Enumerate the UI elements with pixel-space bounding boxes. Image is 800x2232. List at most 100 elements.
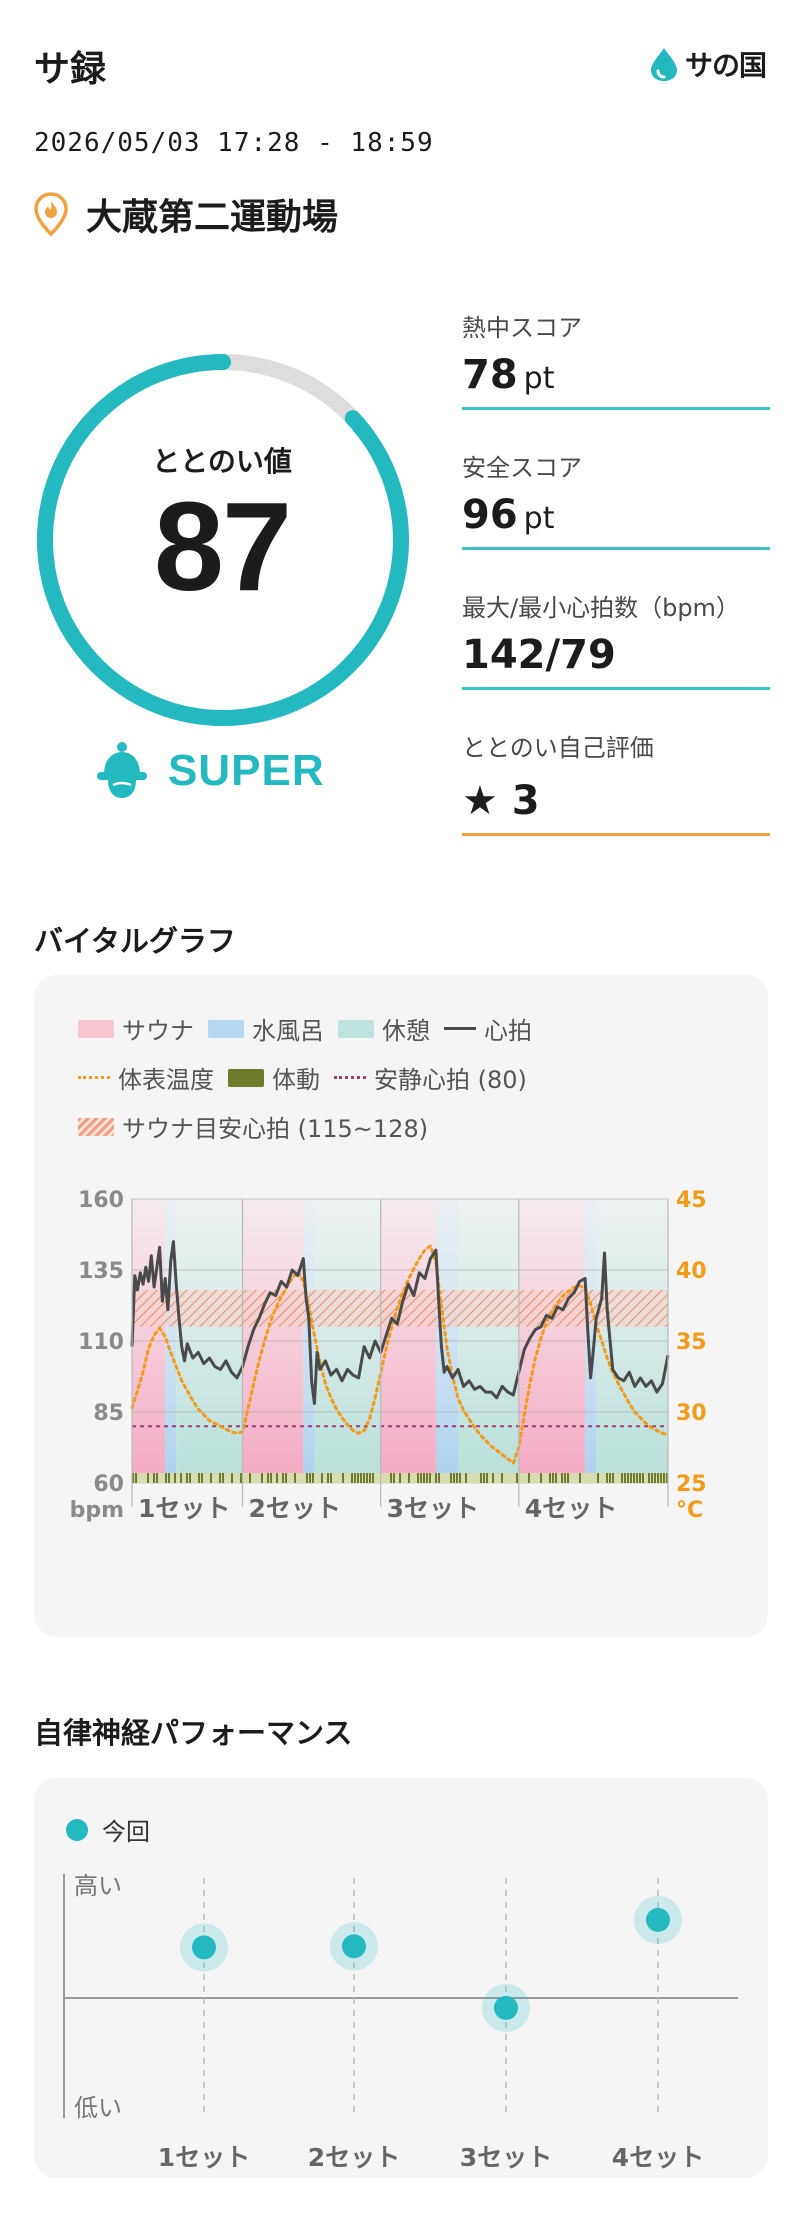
self-rating-value: ★ 3 <box>462 778 540 824</box>
totonoi-ring <box>37 354 409 726</box>
sauna-swatch <box>78 1019 114 1038</box>
motion-tick <box>516 1473 518 1483</box>
motion-tick <box>459 1473 461 1483</box>
motion-tick <box>222 1473 224 1483</box>
motion-tick <box>189 1473 191 1483</box>
motion-tick <box>660 1473 662 1483</box>
motion-tick <box>627 1473 629 1483</box>
motion-tick <box>420 1473 422 1483</box>
motion-tick <box>651 1473 653 1483</box>
legend-rest: 休憩 <box>338 1011 430 1046</box>
motion-tick <box>165 1473 167 1483</box>
motion-tick <box>552 1473 554 1483</box>
rest-swatch <box>338 1019 374 1038</box>
motion-strip <box>132 1473 668 1483</box>
target-hr-swatch <box>78 1117 114 1136</box>
motion-tick <box>393 1473 395 1483</box>
y-left-unit: bpm <box>70 1498 124 1523</box>
motion-tick <box>450 1473 452 1483</box>
motion-tick <box>327 1473 329 1483</box>
ans-set-label: 1セット <box>158 2143 250 2172</box>
y-right-tick: 40 <box>676 1259 707 1284</box>
ans-title: 自律神経パフォーマンス <box>34 1716 353 1750</box>
motion-tick <box>285 1473 287 1483</box>
motion-tick <box>501 1473 503 1483</box>
vital-graph-card: サウナ 水風呂 休憩 心拍 体表温度 体動 安静心拍 (80) サウナ目安心拍 … <box>34 975 768 1637</box>
motion-tick <box>180 1473 182 1483</box>
set-label: 1セット <box>138 1494 230 1523</box>
motion-tick <box>186 1473 188 1483</box>
water-drop-icon <box>650 48 677 81</box>
motion-tick <box>231 1473 233 1483</box>
metric-self-rating[interactable]: ととのい自己評価 ★ 3 <box>462 728 770 836</box>
ans-legend-label: 今回 <box>102 1818 150 1846</box>
metric-label: 最大/最小心拍数（bpm） <box>462 594 740 622</box>
motion-tick <box>624 1473 626 1483</box>
vital-legend: サウナ 水風呂 休憩 心拍 体表温度 体動 安静心拍 (80) サウナ目安心拍 … <box>78 1011 532 1144</box>
ans-legend: 今回 <box>66 1812 150 1847</box>
water-swatch <box>208 1019 244 1038</box>
metric-divider <box>462 407 770 410</box>
location-name: 大蔵第二運動場 <box>86 197 339 238</box>
motion-tick <box>390 1473 392 1483</box>
motion-tick <box>147 1473 149 1483</box>
motion-tick <box>465 1473 467 1483</box>
motion-tick <box>555 1473 557 1483</box>
motion-tick <box>456 1473 458 1483</box>
motion-tick <box>174 1473 176 1483</box>
motion-tick <box>357 1473 359 1483</box>
motion-tick <box>633 1473 635 1483</box>
metric-divider <box>462 833 770 836</box>
y-right-tick: 45 <box>676 1188 707 1213</box>
motion-tick <box>636 1473 638 1483</box>
hr-series <box>130 1240 670 1405</box>
y-left-tick: 60 <box>93 1472 124 1497</box>
metric-value: 142/79 <box>462 632 616 678</box>
legend-hr: 心拍 <box>444 1011 532 1046</box>
motion-tick <box>132 1473 134 1483</box>
brand-logo: サの国 <box>649 44 767 84</box>
legend-resting-hr: 安静心拍 (80) <box>334 1060 527 1095</box>
totonoi-grade: SUPER <box>94 740 325 802</box>
resting-hr-swatch <box>334 1076 366 1079</box>
metric-divider <box>462 547 770 550</box>
ans-set-label: 3セット <box>460 2143 552 2172</box>
motion-tick <box>321 1473 323 1483</box>
motion-tick <box>540 1473 542 1483</box>
motion-tick <box>621 1473 623 1483</box>
legend-sauna: サウナ <box>78 1011 194 1046</box>
ans-point <box>646 1907 670 1932</box>
motion-tick <box>351 1473 353 1483</box>
motion-tick <box>492 1473 494 1483</box>
set-label: 3セット <box>387 1494 479 1523</box>
session-datetime: 2026/05/03 17:28 - 18:59 <box>34 128 434 158</box>
motion-tick <box>135 1473 137 1483</box>
motion-tick <box>423 1473 425 1483</box>
motion-tick <box>330 1473 332 1483</box>
motion-tick <box>369 1473 371 1483</box>
ans-point <box>192 1935 216 1960</box>
motion-tick <box>270 1473 272 1483</box>
motion-tick <box>312 1473 314 1483</box>
ans-card: 今回 高い 低い 1セット 2セット 3セット 4セット <box>34 1778 768 2178</box>
y-left-tick: 85 <box>93 1401 124 1426</box>
motion-tick <box>483 1473 485 1483</box>
metric-safety-score: 安全スコア 96 pt <box>462 448 770 550</box>
motion-tick <box>426 1473 428 1483</box>
motion-tick <box>663 1473 665 1483</box>
motion-tick <box>666 1473 668 1483</box>
motion-tick <box>612 1473 614 1483</box>
motion-tick <box>198 1473 200 1483</box>
set-label: 4セット <box>525 1494 617 1523</box>
motion-tick <box>372 1473 374 1483</box>
brand-name: サの国 <box>684 49 767 82</box>
axis-labels: 160 135 110 85 60 45 40 35 30 25 bpm °C 1セット 2セット 3セット… <box>70 1188 707 1523</box>
ans-high-label: 高い <box>74 1872 122 1900</box>
vital-graph-title: バイタルグラフ <box>34 924 236 958</box>
session-location[interactable]: 大蔵第二運動場 <box>32 188 338 240</box>
location-pin-icon <box>34 192 68 237</box>
motion-tick <box>435 1473 437 1483</box>
ans-point <box>494 1995 518 2020</box>
motion-tick <box>528 1473 530 1483</box>
